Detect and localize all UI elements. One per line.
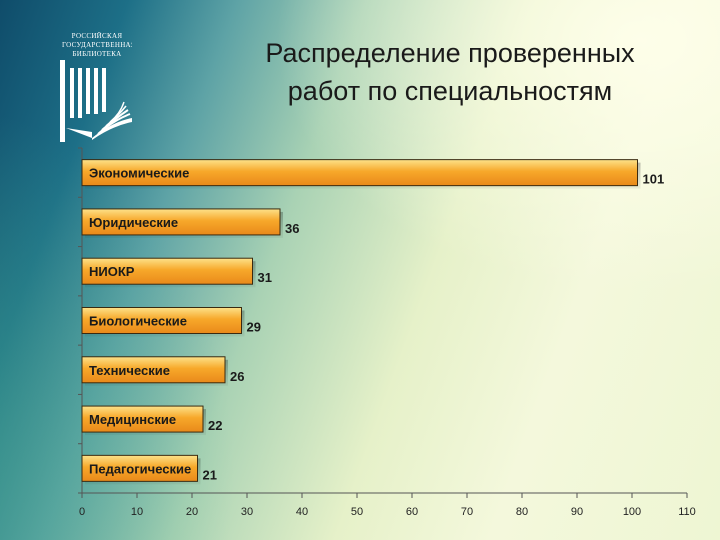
data-label: 26 bbox=[230, 369, 244, 384]
logo-text-line2: ГОСУДАРСТВЕННАЯ bbox=[62, 41, 132, 49]
category-label: Технические bbox=[89, 363, 170, 378]
chart-bars bbox=[81, 159, 641, 485]
x-tick-label: 90 bbox=[571, 506, 583, 518]
data-label: 101 bbox=[643, 172, 665, 187]
chart-title-line2: работ по специальностям bbox=[287, 76, 613, 106]
x-tick-label: 110 bbox=[678, 506, 696, 518]
x-tick-label: 70 bbox=[461, 506, 473, 518]
chart-title: Распределение проверенных работ по специ… bbox=[200, 34, 700, 110]
data-label: 29 bbox=[247, 320, 261, 335]
x-tick-label: 0 bbox=[79, 506, 85, 518]
x-tick-label: 100 bbox=[623, 506, 641, 518]
x-tick-label: 80 bbox=[516, 506, 528, 518]
library-logo: РОССИЙСКАЯ ГОСУДАРСТВЕННАЯ БИБЛИОТЕКА bbox=[52, 30, 138, 142]
data-label: 36 bbox=[285, 221, 299, 236]
bar bbox=[81, 159, 638, 187]
category-label: Юридические bbox=[89, 215, 178, 230]
data-label: 21 bbox=[203, 467, 217, 482]
bar bbox=[81, 307, 242, 334]
bar bbox=[81, 454, 198, 482]
data-label: 22 bbox=[208, 418, 222, 433]
data-label: 31 bbox=[258, 270, 272, 285]
bar bbox=[81, 208, 281, 236]
x-tick-label: 60 bbox=[406, 506, 418, 518]
x-tick-label: 40 bbox=[296, 506, 308, 518]
x-tick-label: 10 bbox=[131, 506, 143, 518]
book-columns-icon bbox=[60, 60, 132, 142]
category-label: Медицинские bbox=[89, 412, 176, 427]
category-label: НИОКР bbox=[89, 264, 135, 279]
x-tick-label: 20 bbox=[186, 506, 198, 518]
category-label: Биологические bbox=[89, 314, 187, 329]
bar bbox=[81, 405, 204, 433]
chart-title-line1: Распределение проверенных bbox=[265, 38, 635, 68]
bar bbox=[81, 356, 226, 384]
x-tick-label: 30 bbox=[241, 506, 253, 518]
category-label: Педагогические bbox=[89, 461, 191, 476]
logo-text-line1: РОССИЙСКАЯ bbox=[71, 32, 123, 40]
logo-text-line3: БИБЛИОТЕКА bbox=[72, 50, 122, 58]
category-label: Экономические bbox=[89, 166, 189, 181]
bar bbox=[81, 257, 253, 285]
chart-labels: Экономические 101 Юридические 36 НИОКР 31 Биол… bbox=[89, 166, 664, 483]
x-tick-label: 50 bbox=[351, 506, 363, 518]
